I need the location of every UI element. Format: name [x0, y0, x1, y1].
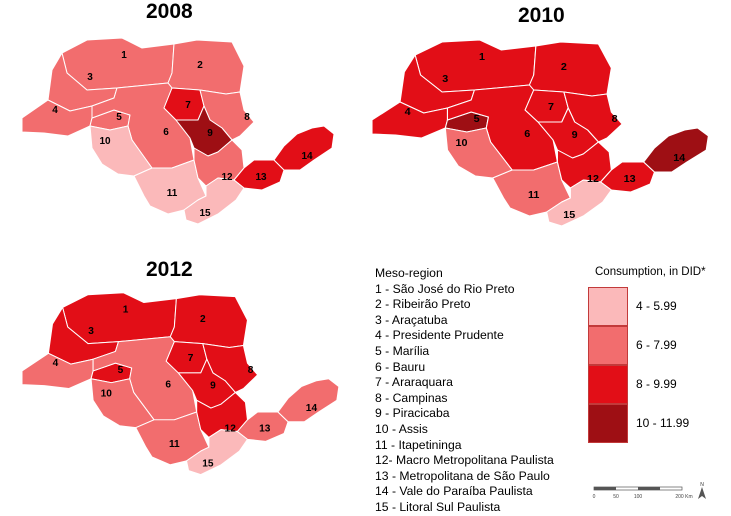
- scale-tick: 0: [593, 494, 596, 500]
- region-number-label: 12: [221, 172, 233, 183]
- region-number-label: 8: [244, 112, 250, 123]
- meso-region-15: [546, 179, 612, 227]
- region-number-label: 4: [405, 107, 411, 118]
- region-number-label: 7: [188, 353, 194, 364]
- region-number-label: 14: [306, 403, 318, 414]
- region-number-label: 13: [624, 174, 636, 185]
- meso-region-15: [186, 429, 248, 476]
- scale-tick: 50: [613, 494, 619, 500]
- legend-swatch: [588, 326, 628, 365]
- meso-item: 9 - Piracicaba: [375, 406, 450, 421]
- meso-region-legend-title: Meso-region: [375, 266, 443, 280]
- north-label: N: [700, 482, 704, 488]
- meso-region-1: [414, 39, 537, 93]
- meso-item: 7 - Araraquara: [375, 375, 453, 390]
- region-number-label: 3: [87, 72, 93, 83]
- region-number-label: 3: [442, 74, 448, 85]
- region-number-label: 8: [612, 114, 618, 125]
- meso-region-2: [169, 294, 248, 348]
- meso-item: 3 - Araçatuba: [375, 312, 448, 327]
- region-number-label: 4: [52, 105, 58, 116]
- region-number-label: 12: [225, 424, 237, 435]
- region-number-label: 9: [210, 381, 216, 392]
- meso-item: 15 - Litoral Sul Paulista: [375, 499, 501, 514]
- region-number-label: 11: [528, 190, 540, 201]
- region-number-label: 10: [99, 136, 111, 147]
- meso-region-14: [273, 125, 335, 171]
- region-number-label: 11: [167, 188, 178, 199]
- region-number-label: 5: [474, 114, 480, 125]
- region-number-label: 15: [199, 208, 211, 219]
- scale-bar: 0 50 100 200 Km: [593, 486, 693, 500]
- region-number-label: 15: [202, 459, 214, 470]
- region-number-label: 2: [561, 62, 567, 73]
- legend-swatch: [588, 365, 628, 404]
- region-number-label: 3: [88, 326, 94, 337]
- meso-item: 10 - Assis: [375, 421, 428, 436]
- region-number-label: 7: [548, 102, 554, 113]
- region-number-label: 13: [259, 424, 271, 435]
- region-number-label: 6: [163, 127, 169, 138]
- meso-item: 11 - Itapetininga: [375, 437, 462, 452]
- region-number-label: 11: [169, 439, 180, 450]
- region-number-label: 1: [479, 52, 485, 63]
- meso-region-legend: Meso-region 1 - São José do Rio Preto 2 …: [375, 266, 554, 516]
- legend-swatch: [588, 287, 628, 326]
- region-number-label: 9: [207, 128, 213, 139]
- legend-swatch: [588, 404, 628, 443]
- region-number-label: 13: [255, 172, 267, 183]
- legend-class-label: 10 - 11.99: [636, 416, 690, 430]
- region-number-label: 10: [101, 389, 113, 400]
- region-number-label: 10: [455, 138, 467, 149]
- meso-region-12: [193, 139, 245, 187]
- map-year-2012: 2012: [146, 258, 193, 281]
- meso-region-12: [196, 391, 248, 438]
- meso-item: 13 - Metropolitana de São Paulo: [375, 468, 550, 483]
- region-number-label: 2: [197, 60, 203, 71]
- region-number-label: 2: [200, 314, 206, 325]
- region-number-label: 14: [301, 151, 313, 162]
- meso-region-1: [62, 292, 177, 345]
- meso-item: 14 - Vale do Paraíba Paulista: [375, 484, 533, 499]
- meso-region-14: [277, 378, 340, 423]
- consumption-legend-title: Consumption, in DID*: [595, 266, 706, 278]
- meso-region-15: [183, 177, 245, 225]
- scale-tick: 200 Km: [675, 494, 692, 500]
- meso-item: 12- Macro Metropolitana Paulista: [375, 453, 554, 468]
- meso-item: 5 - Marília: [375, 343, 430, 358]
- meso-region-2: [528, 41, 612, 97]
- meso-region-1: [61, 37, 175, 91]
- meso-item: 2 - Ribeirão Preto: [375, 297, 471, 312]
- region-number-label: 5: [118, 365, 124, 376]
- meso-item: 4 - Presidente Prudente: [375, 328, 504, 343]
- map-year-2008: 2008: [146, 0, 193, 23]
- meso-item: 1 - São José do Rio Preto: [375, 281, 515, 296]
- region-number-label: 6: [524, 129, 530, 140]
- region-number-label: 5: [116, 112, 122, 123]
- scale-tick: 100: [634, 494, 643, 500]
- region-number-label: 8: [248, 365, 254, 376]
- meso-region-2: [167, 39, 245, 95]
- region-number-label: 1: [121, 50, 127, 61]
- region-number-label: 7: [185, 100, 191, 111]
- region-number-label: 12: [587, 174, 599, 185]
- meso-region-14: [643, 127, 709, 173]
- meso-item: 8 - Campinas: [375, 390, 448, 405]
- region-number-label: 1: [123, 304, 129, 315]
- meso-item: 6 - Bauru: [375, 359, 426, 374]
- map-year-2010: 2010: [518, 4, 565, 27]
- legend-class-label: 8 - 9.99: [636, 377, 677, 391]
- region-number-label: 14: [673, 153, 685, 164]
- meso-region-12: [556, 141, 612, 189]
- legend-class-label: 6 - 7.99: [636, 338, 677, 352]
- region-number-label: 6: [165, 380, 171, 391]
- region-number-label: 15: [563, 210, 575, 221]
- region-number-label: 4: [53, 358, 59, 369]
- region-number-label: 9: [572, 130, 578, 141]
- legend-class-label: 4 - 5.99: [636, 299, 677, 313]
- north-arrow-icon: N: [698, 482, 706, 499]
